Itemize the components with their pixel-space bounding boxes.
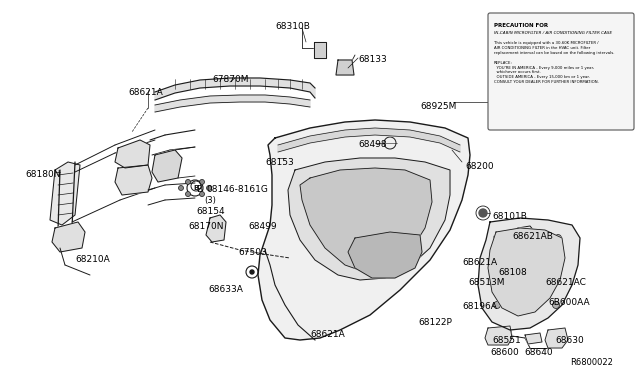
- Text: 68633A: 68633A: [208, 285, 243, 294]
- Text: 68210A: 68210A: [75, 255, 109, 264]
- Text: B: B: [196, 185, 202, 194]
- Text: 67503: 67503: [238, 248, 267, 257]
- Text: 6B600AA: 6B600AA: [548, 298, 589, 307]
- Circle shape: [493, 301, 500, 308]
- Text: 68513M: 68513M: [468, 278, 504, 287]
- Circle shape: [552, 301, 559, 308]
- Polygon shape: [478, 218, 580, 330]
- Text: 68108: 68108: [498, 268, 527, 277]
- Text: R6800022: R6800022: [570, 358, 613, 367]
- Polygon shape: [278, 128, 460, 152]
- Circle shape: [501, 294, 509, 302]
- Text: PRECAUTION FOR: PRECAUTION FOR: [494, 23, 548, 28]
- Circle shape: [530, 290, 540, 300]
- Text: 68925M: 68925M: [420, 102, 456, 111]
- Text: 68200: 68200: [465, 162, 493, 171]
- Text: 68621AC: 68621AC: [545, 278, 586, 287]
- Circle shape: [554, 234, 561, 241]
- Text: 68122P: 68122P: [418, 318, 452, 327]
- Text: 68101B: 68101B: [492, 212, 527, 221]
- Text: B: B: [193, 185, 198, 191]
- Text: 68170N: 68170N: [188, 222, 223, 231]
- Circle shape: [186, 192, 191, 196]
- Polygon shape: [52, 222, 85, 252]
- Circle shape: [186, 179, 191, 185]
- Text: 68310B: 68310B: [275, 22, 310, 31]
- Circle shape: [479, 209, 487, 217]
- Text: 68133: 68133: [358, 55, 387, 64]
- Text: IN-CABIN MICROFILTER / AIR CONDITIONING FILTER CASE: IN-CABIN MICROFILTER / AIR CONDITIONING …: [494, 31, 612, 35]
- Text: 68621AB: 68621AB: [512, 232, 553, 241]
- Polygon shape: [152, 150, 182, 182]
- Circle shape: [250, 270, 254, 274]
- Text: 68180N: 68180N: [25, 170, 61, 179]
- Polygon shape: [300, 168, 432, 272]
- Text: 67870M: 67870M: [212, 75, 248, 84]
- Text: 68153: 68153: [265, 158, 294, 167]
- Text: 68196A: 68196A: [462, 302, 497, 311]
- Text: 68600: 68600: [490, 348, 519, 357]
- Polygon shape: [115, 140, 150, 168]
- Polygon shape: [288, 158, 450, 280]
- Polygon shape: [515, 226, 535, 243]
- Polygon shape: [115, 165, 152, 195]
- Text: 68551: 68551: [492, 336, 521, 345]
- Polygon shape: [314, 42, 326, 58]
- Polygon shape: [206, 215, 226, 242]
- Polygon shape: [488, 228, 565, 316]
- Text: (3): (3): [204, 196, 216, 205]
- Circle shape: [200, 192, 205, 196]
- FancyBboxPatch shape: [488, 13, 634, 130]
- Polygon shape: [525, 333, 542, 344]
- Text: 68499: 68499: [248, 222, 276, 231]
- Circle shape: [179, 186, 184, 190]
- Polygon shape: [258, 120, 470, 340]
- Polygon shape: [155, 95, 310, 112]
- Circle shape: [207, 186, 211, 190]
- Text: 68498: 68498: [358, 140, 387, 149]
- Text: 08146-8161G: 08146-8161G: [206, 185, 268, 194]
- Circle shape: [200, 179, 205, 185]
- Text: 68621A: 68621A: [128, 88, 163, 97]
- Text: 68154: 68154: [196, 207, 225, 216]
- Text: 68630: 68630: [555, 336, 584, 345]
- Polygon shape: [155, 78, 315, 100]
- Circle shape: [493, 234, 500, 241]
- Polygon shape: [485, 326, 512, 345]
- Polygon shape: [545, 328, 568, 348]
- Text: 68621A: 68621A: [310, 330, 345, 339]
- Polygon shape: [50, 162, 80, 225]
- Polygon shape: [348, 232, 422, 278]
- Polygon shape: [336, 60, 354, 75]
- Text: 6B621A: 6B621A: [462, 258, 497, 267]
- Text: 68640: 68640: [524, 348, 552, 357]
- Text: This vehicle is equipped with a 30-60K MICROFILTER /
AIR CONDITIONING FILTER in : This vehicle is equipped with a 30-60K M…: [494, 41, 614, 84]
